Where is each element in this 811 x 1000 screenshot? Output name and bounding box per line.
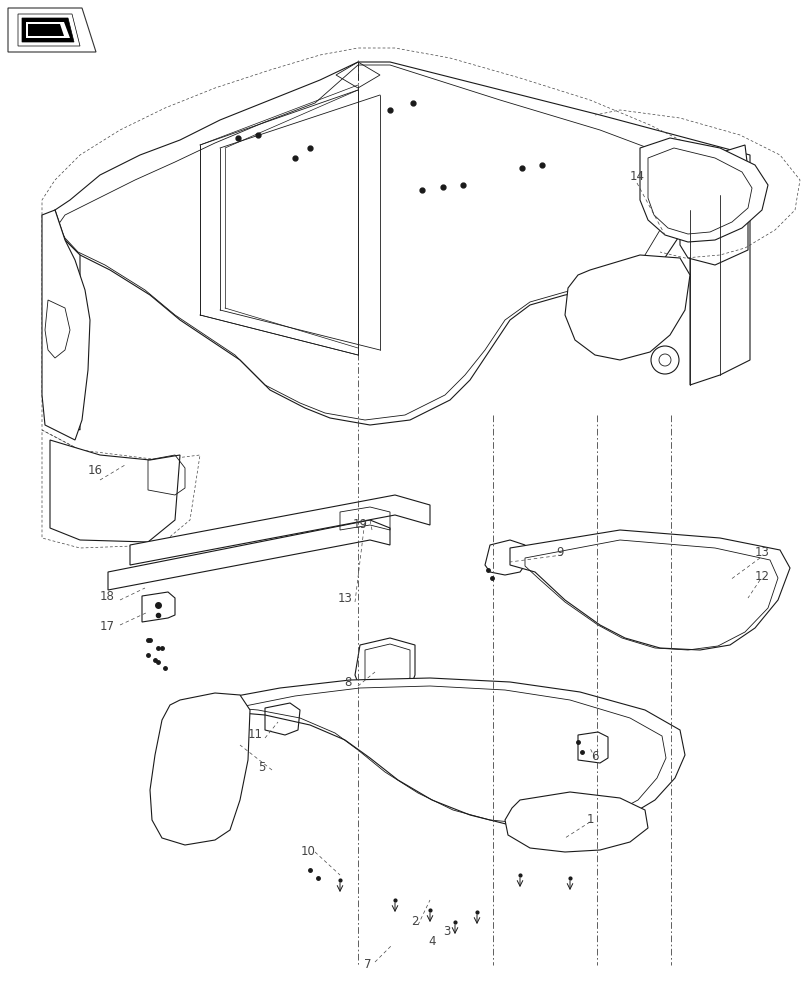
Text: 7: 7 — [364, 958, 371, 971]
Polygon shape — [509, 530, 789, 650]
Text: 17: 17 — [100, 619, 114, 633]
Text: 5: 5 — [258, 761, 265, 774]
Polygon shape — [45, 210, 80, 430]
Text: 2: 2 — [410, 915, 418, 928]
Text: 12: 12 — [753, 570, 769, 582]
Text: 16: 16 — [88, 464, 102, 477]
Text: 13: 13 — [337, 591, 352, 604]
Text: 18: 18 — [100, 590, 114, 603]
Polygon shape — [150, 693, 250, 845]
Polygon shape — [28, 24, 64, 36]
Polygon shape — [484, 540, 525, 575]
Polygon shape — [50, 440, 180, 542]
Text: 19: 19 — [352, 518, 367, 530]
Polygon shape — [108, 520, 389, 590]
Polygon shape — [18, 14, 80, 46]
Polygon shape — [689, 175, 749, 385]
Polygon shape — [22, 18, 74, 42]
Polygon shape — [354, 638, 414, 692]
Text: 13: 13 — [753, 546, 769, 560]
Polygon shape — [639, 138, 767, 242]
Text: 6: 6 — [590, 750, 598, 762]
Text: 11: 11 — [247, 728, 262, 742]
Polygon shape — [215, 678, 684, 828]
Text: 10: 10 — [300, 845, 315, 858]
Polygon shape — [42, 210, 90, 440]
Text: 3: 3 — [443, 925, 450, 938]
Polygon shape — [26, 22, 70, 38]
Polygon shape — [504, 792, 647, 852]
Polygon shape — [130, 495, 430, 565]
Polygon shape — [55, 62, 749, 425]
Text: 8: 8 — [344, 676, 351, 690]
Text: 4: 4 — [427, 935, 436, 948]
Text: 14: 14 — [629, 170, 644, 183]
Text: 1: 1 — [586, 813, 593, 826]
Polygon shape — [564, 255, 689, 360]
Polygon shape — [8, 8, 96, 52]
Polygon shape — [679, 145, 747, 265]
Text: 9: 9 — [556, 546, 563, 560]
